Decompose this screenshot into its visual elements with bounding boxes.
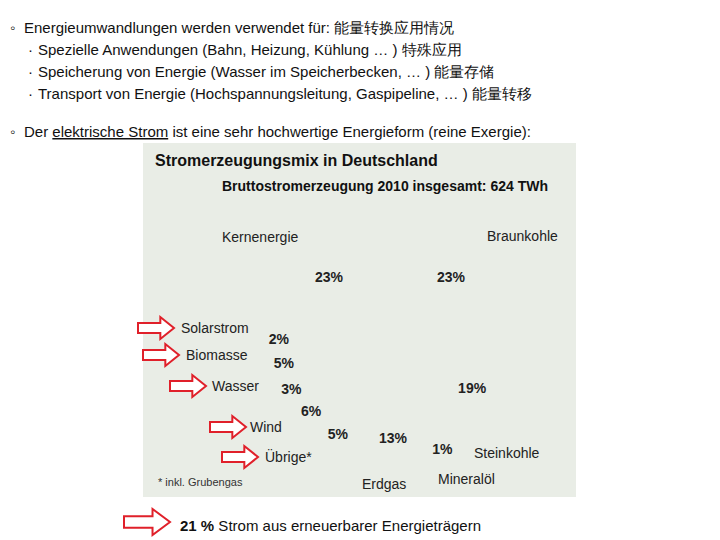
category-label: Steinkohle — [474, 445, 540, 461]
pie-slice — [262, 346, 390, 386]
conclusion-emphasis: 21 % — [180, 517, 214, 534]
data-label: 23% — [437, 269, 466, 285]
data-label: 19% — [458, 380, 487, 396]
list-item: Transport von Energie (Hochspannungsleit… — [38, 85, 532, 102]
data-label: 6% — [301, 403, 322, 419]
category-label: Übrige* — [265, 448, 312, 465]
sub-bullet: · — [28, 41, 33, 58]
conclusion: 21 % Strom aus erneuerbarer Energieträge… — [180, 517, 481, 534]
arrow — [124, 509, 170, 535]
category-label: Braunkohle — [487, 228, 558, 244]
pie-slice — [268, 346, 390, 408]
statement: Der elektrische Strom ist eine sehr hoch… — [24, 123, 531, 140]
data-label: 13% — [379, 430, 408, 446]
category-label: Wind — [250, 419, 282, 435]
data-label: 5% — [274, 355, 295, 371]
list-item: Speicherung von Energie (Wasser im Speic… — [38, 63, 494, 80]
list-item: Spezielle Anwendungen (Bahn, Heizung, Kü… — [38, 41, 462, 58]
category-label: Solarstrom — [181, 320, 249, 336]
data-label: 5% — [328, 426, 349, 442]
slide: ◦ Energieumwandlungen werden verwendet fü… — [0, 0, 720, 540]
arrow — [222, 446, 258, 468]
arrow — [170, 375, 206, 397]
data-label: 3% — [281, 381, 302, 397]
statement-text: ist eine sehr hochwertige Energieform (r… — [168, 123, 531, 140]
statement-text: Der — [24, 123, 52, 140]
category-label: Mineralöl — [438, 471, 495, 487]
heading: Energieumwandlungen werden verwendet für… — [24, 19, 454, 36]
sub-bullet: · — [28, 85, 33, 102]
arrow — [210, 416, 246, 438]
arrow — [143, 344, 179, 366]
data-labels: 23% 19% 1% 13% 5% 6% 3% 5% 2% 23% — [269, 269, 487, 457]
data-label: 2% — [269, 331, 290, 347]
pie-slice — [343, 346, 445, 474]
data-label: 1% — [432, 441, 453, 457]
footnote: * inkl. Grubengas — [158, 476, 243, 488]
bullet: ◦ — [10, 19, 15, 36]
category-label: Wasser — [212, 378, 259, 394]
category-label: Biomasse — [186, 347, 248, 363]
conclusion-text: Strom aus erneuerbarer Energieträgern — [214, 517, 481, 534]
data-label: 23% — [315, 269, 344, 285]
pie — [262, 218, 518, 474]
chart-panel — [143, 143, 576, 497]
pie-slice — [278, 346, 390, 445]
bullet: ◦ — [10, 123, 15, 140]
pie-slice — [390, 330, 518, 458]
arrow — [138, 317, 174, 339]
chart-title: Stromerzeugungsmix in Deutschland — [155, 152, 438, 169]
chart-subtitle: Bruttostromerzeugung 2010 insgesamt: 624… — [222, 178, 548, 194]
category-label: Erdgas — [362, 476, 406, 492]
statement-underlined: elektrische Strom — [52, 123, 168, 140]
sub-bullet: · — [28, 63, 33, 80]
category-label: Kernenergie — [222, 229, 298, 245]
